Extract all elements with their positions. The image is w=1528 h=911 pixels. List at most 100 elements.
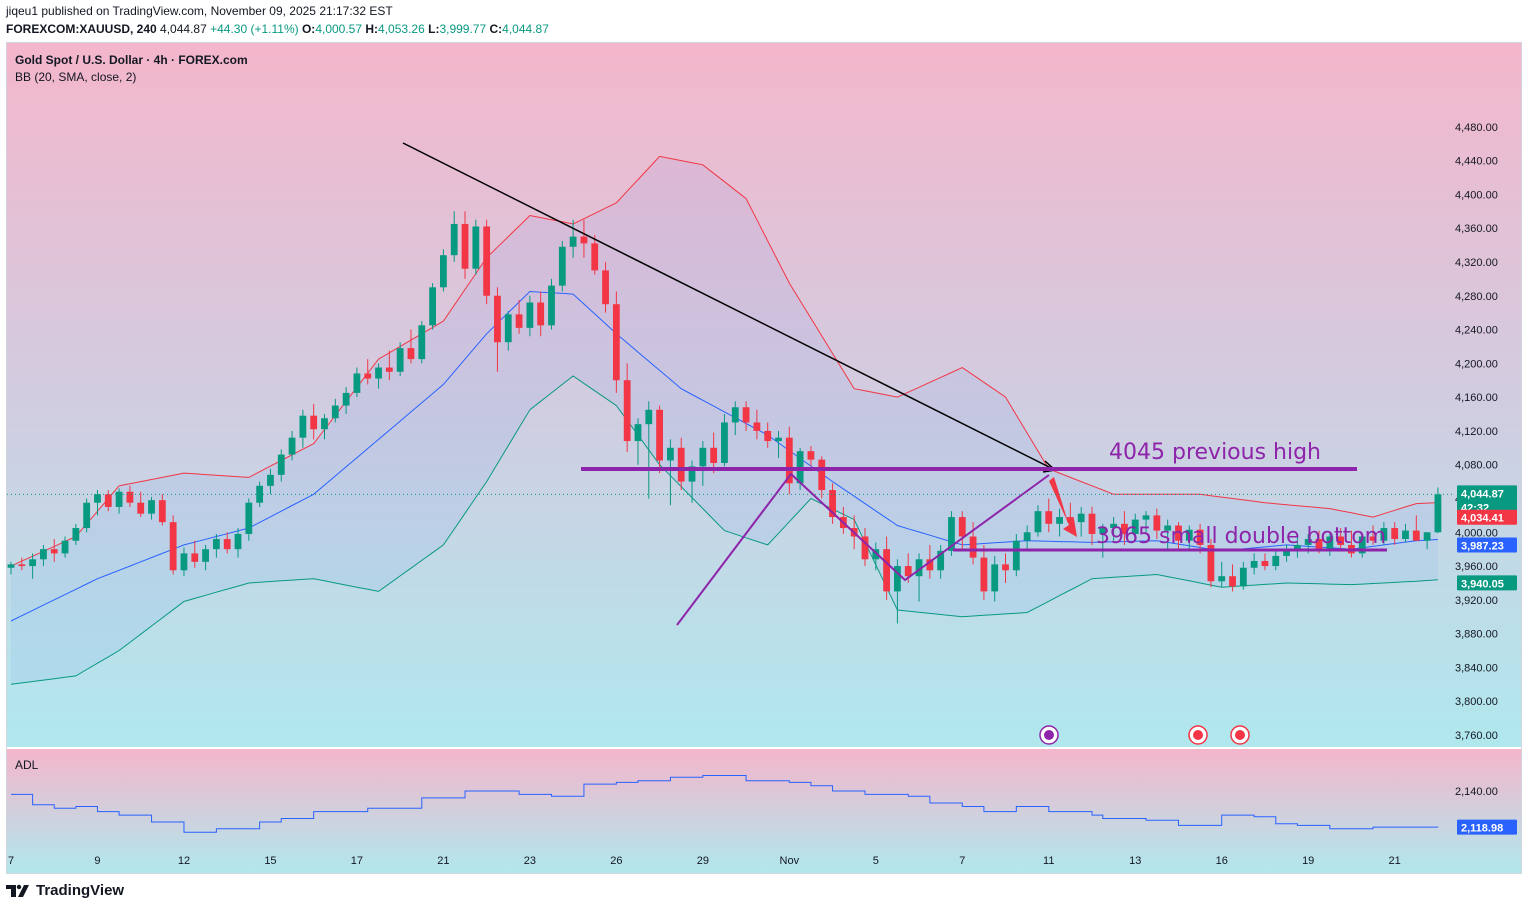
candle[interactable]: [1272, 550, 1280, 571]
candle-body[interactable]: [126, 491, 134, 503]
candle[interactable]: [645, 401, 653, 499]
candle-body[interactable]: [958, 517, 966, 537]
candle[interactable]: [883, 536, 891, 600]
candle-body[interactable]: [353, 373, 361, 393]
candle[interactable]: [18, 557, 26, 571]
candle[interactable]: [353, 367, 361, 398]
candle[interactable]: [212, 533, 220, 558]
candle-body[interactable]: [948, 517, 955, 551]
candle-body[interactable]: [180, 553, 188, 571]
candle[interactable]: [331, 398, 339, 423]
candle[interactable]: [569, 219, 577, 258]
candle[interactable]: [396, 342, 404, 377]
candle-body[interactable]: [753, 422, 761, 431]
candle[interactable]: [72, 523, 80, 545]
candle[interactable]: [1110, 517, 1118, 541]
candle-body[interactable]: [267, 474, 274, 486]
candle[interactable]: [915, 553, 923, 602]
candle[interactable]: [894, 559, 901, 624]
candle-body[interactable]: [515, 314, 523, 328]
candle[interactable]: [245, 498, 253, 541]
candle[interactable]: [667, 439, 674, 506]
bb-upper-badge[interactable]: 4,034.41: [1457, 509, 1517, 525]
candle-body[interactable]: [158, 500, 166, 523]
candle[interactable]: [94, 490, 101, 516]
candle[interactable]: [742, 401, 750, 431]
candle-body[interactable]: [667, 447, 674, 461]
chart-frame[interactable]: 4045 previous high 3965 small double bott…: [6, 42, 1522, 874]
downtrend-line[interactable]: [402, 142, 1054, 470]
candle-body[interactable]: [1261, 560, 1269, 567]
candle-body[interactable]: [104, 494, 112, 507]
candle[interactable]: [1337, 528, 1345, 551]
candle[interactable]: [1088, 506, 1096, 545]
candle[interactable]: [1412, 515, 1420, 541]
candle-body[interactable]: [721, 422, 728, 464]
candle-body[interactable]: [18, 564, 26, 567]
candle[interactable]: [872, 542, 880, 571]
candle[interactable]: [429, 283, 436, 330]
candle[interactable]: [1175, 522, 1182, 551]
candle[interactable]: [407, 329, 415, 364]
candle-body[interactable]: [1034, 511, 1042, 533]
candle-body[interactable]: [904, 566, 912, 577]
candle-body[interactable]: [137, 502, 145, 514]
candle-body[interactable]: [29, 559, 37, 567]
candle[interactable]: [785, 426, 793, 495]
candle[interactable]: [234, 528, 242, 558]
candle-body[interactable]: [1121, 523, 1128, 534]
candle-body[interactable]: [418, 325, 426, 360]
candle-body[interactable]: [1045, 511, 1053, 524]
candle-body[interactable]: [1066, 517, 1074, 523]
candle-body[interactable]: [494, 295, 501, 343]
candle-body[interactable]: [1131, 519, 1139, 534]
candle[interactable]: [602, 261, 609, 313]
candle[interactable]: [548, 278, 555, 330]
candle[interactable]: [991, 555, 999, 602]
candle-body[interactable]: [342, 392, 350, 406]
candle-body[interactable]: [223, 539, 231, 550]
candle-body[interactable]: [731, 407, 739, 423]
candle[interactable]: [288, 430, 296, 461]
resistance-annotation[interactable]: 4045 previous high: [1109, 440, 1321, 465]
candle-body[interactable]: [385, 367, 393, 372]
candle[interactable]: [980, 544, 988, 600]
down-arrow-projection[interactable]: [1049, 477, 1077, 537]
candle[interactable]: [580, 219, 588, 258]
candle-body[interactable]: [450, 223, 458, 256]
candle-body[interactable]: [1434, 494, 1442, 533]
candle[interactable]: [450, 211, 458, 262]
candle[interactable]: [656, 405, 663, 474]
candle-body[interactable]: [602, 270, 609, 305]
candle-body[interactable]: [688, 466, 696, 482]
candle-body[interactable]: [40, 549, 47, 560]
candle[interactable]: [958, 511, 966, 550]
candle-body[interactable]: [440, 255, 447, 288]
adl-value-badge[interactable]: 2,118.98: [1457, 819, 1517, 835]
us-flag-event-icon[interactable]: [1188, 725, 1208, 745]
candle-body[interactable]: [526, 302, 534, 328]
support-annotation[interactable]: 3965 small double bottom: [1096, 524, 1386, 549]
candle-body[interactable]: [72, 528, 80, 541]
candle[interactable]: [515, 299, 523, 334]
candle-body[interactable]: [829, 490, 836, 518]
candle-body[interactable]: [1175, 525, 1182, 541]
candle-body[interactable]: [872, 549, 880, 560]
candle-body[interactable]: [1423, 532, 1431, 541]
candle-body[interactable]: [742, 407, 750, 423]
candle-body[interactable]: [710, 447, 718, 464]
candle-body[interactable]: [775, 437, 782, 442]
candle[interactable]: [7, 561, 15, 575]
candle-body[interactable]: [883, 549, 891, 592]
candle[interactable]: [775, 430, 782, 458]
candle-body[interactable]: [1315, 539, 1323, 550]
candle-body[interactable]: [807, 451, 815, 460]
candle-body[interactable]: [980, 557, 988, 592]
candle[interactable]: [158, 494, 166, 526]
candle[interactable]: [526, 295, 534, 337]
candle-body[interactable]: [1196, 529, 1204, 545]
candle[interactable]: [1434, 487, 1442, 534]
candle-body[interactable]: [818, 459, 826, 491]
candle[interactable]: [104, 490, 112, 512]
adl-indicator-label[interactable]: ADL: [15, 758, 39, 772]
